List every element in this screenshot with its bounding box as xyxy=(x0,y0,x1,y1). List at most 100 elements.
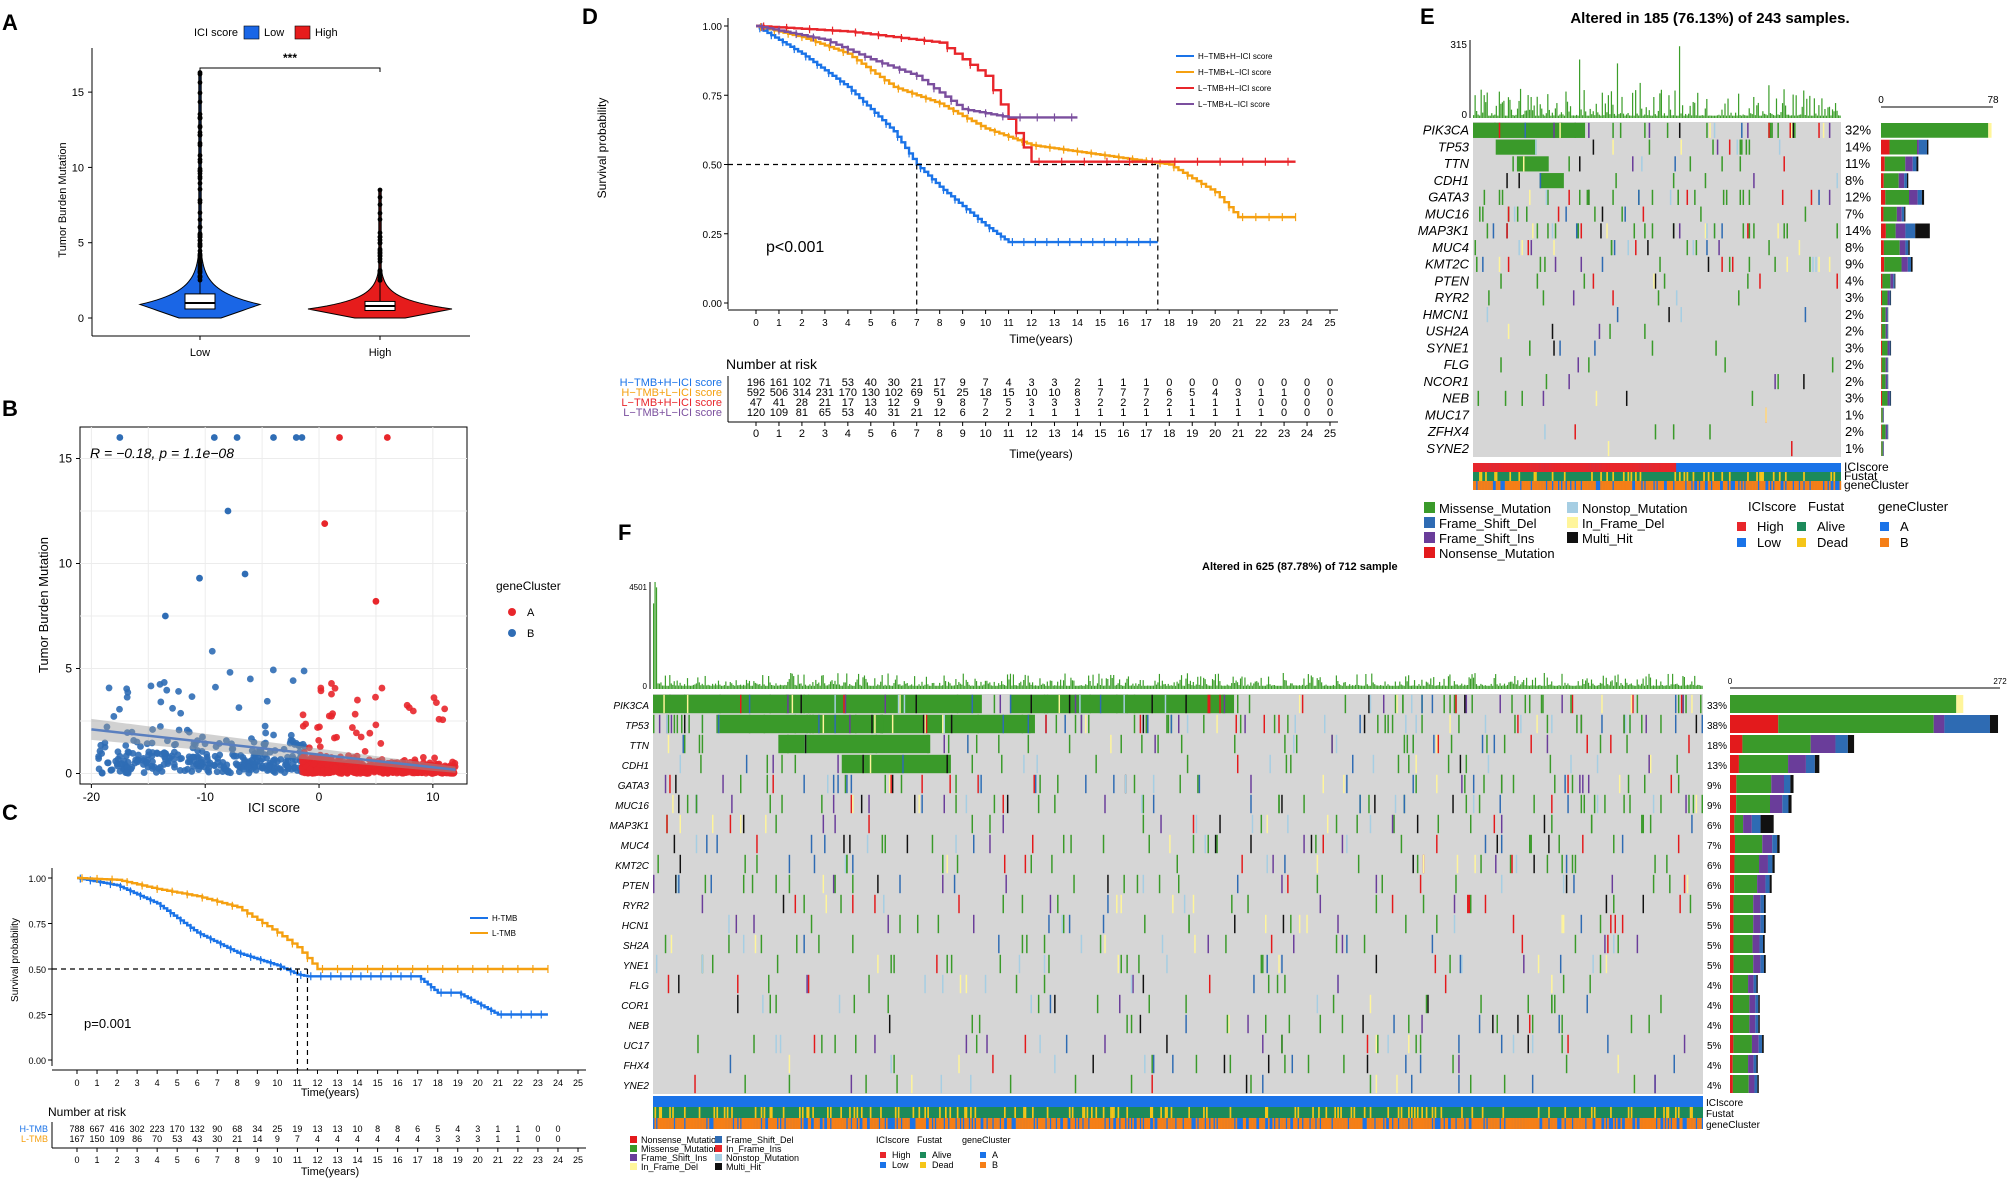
annotation-cell xyxy=(1777,481,1780,490)
gene-bar-segment xyxy=(1883,206,1897,222)
top-bar xyxy=(797,674,799,689)
annotation-cell xyxy=(1263,1118,1266,1129)
risk-count: 17 xyxy=(934,377,946,389)
annotation-cell xyxy=(1759,472,1761,481)
top-bar xyxy=(1641,108,1643,118)
mutation-cell xyxy=(1408,754,1410,774)
annotation-cell xyxy=(770,1107,773,1118)
top-bar xyxy=(1464,684,1466,689)
annotation-cell xyxy=(1203,1107,1205,1118)
annotation-cell xyxy=(1801,481,1804,490)
top-bar xyxy=(1011,685,1013,689)
legend-label-h-tmb: H-TMB xyxy=(492,914,517,923)
outlier-point xyxy=(292,434,300,441)
top-bar xyxy=(862,677,864,689)
top-bar xyxy=(981,685,984,689)
mutation-cell xyxy=(1303,794,1305,814)
mutation-cell xyxy=(1672,424,1675,440)
annotation-cell xyxy=(1645,481,1648,490)
annotation-cell xyxy=(1353,1107,1356,1118)
gene-bar-segment xyxy=(1881,407,1883,423)
top-bar xyxy=(856,679,858,689)
annotation-track-iciscore xyxy=(653,1096,1703,1107)
mutation-cell xyxy=(1415,754,1417,774)
annotation-cell xyxy=(990,1118,993,1129)
top-bar xyxy=(947,681,950,689)
mutation-cell xyxy=(1738,290,1740,306)
annotation-cell xyxy=(1497,481,1499,490)
mutation-cell xyxy=(1836,223,1838,239)
annotation-cell xyxy=(1513,463,1516,472)
mutation-cell xyxy=(1709,424,1711,440)
top-bar xyxy=(1281,685,1283,689)
mutation-cell xyxy=(1557,206,1560,222)
point-b xyxy=(162,755,169,763)
mutation-cell xyxy=(1724,357,1726,373)
annotation-cell xyxy=(1052,1118,1055,1129)
top-bar xyxy=(1546,677,1548,689)
point-b xyxy=(149,765,156,772)
mutation-cell xyxy=(978,774,981,794)
risk-count: 0 xyxy=(1281,377,1287,389)
mutation-cell xyxy=(1039,1034,1041,1054)
top-bar xyxy=(1548,684,1550,689)
point-a xyxy=(441,705,449,713)
gene-bar-segment xyxy=(1917,139,1919,155)
top-bar xyxy=(1077,685,1079,689)
top-bar xyxy=(977,685,979,689)
mutation-cell xyxy=(1455,874,1457,894)
top-bar xyxy=(716,685,718,689)
y-axis-label: Tumor Burden Mutation xyxy=(57,142,69,257)
risk-label-0: H-TMB xyxy=(20,1124,49,1134)
top-bar xyxy=(1635,90,1637,118)
annotation-cell xyxy=(754,1118,757,1129)
annotation-cell xyxy=(768,1118,770,1129)
annotation-cell xyxy=(1750,481,1752,490)
top-bar xyxy=(1489,115,1491,118)
mutation-block xyxy=(653,694,982,714)
top-bar xyxy=(1676,683,1678,689)
top-bar xyxy=(1437,685,1439,689)
mutation-cell xyxy=(999,954,1002,974)
point-a xyxy=(306,766,314,773)
gene-bar-segment xyxy=(1738,755,1789,773)
point-b xyxy=(158,768,166,775)
top-bar xyxy=(787,681,789,689)
mutation-cell xyxy=(1692,794,1695,814)
mutation-cell xyxy=(1287,814,1289,834)
annotation-cell xyxy=(1538,481,1540,490)
mutation-cell xyxy=(1216,714,1218,734)
top-bar xyxy=(1804,114,1806,118)
risk-count: 1 xyxy=(495,1134,500,1144)
outlier-high xyxy=(377,256,383,262)
top-bar xyxy=(1495,105,1497,118)
gene-bar-segment xyxy=(1782,795,1789,813)
annotation-cell xyxy=(1627,1107,1630,1118)
top-bar xyxy=(1273,685,1276,689)
top-bar xyxy=(1455,684,1457,689)
annotation-cell xyxy=(1248,1118,1251,1129)
mutation-cell xyxy=(1551,794,1553,814)
top-bar xyxy=(1446,685,1448,689)
top-bar xyxy=(661,685,664,689)
top-bar xyxy=(1522,114,1525,118)
top-bar xyxy=(1439,681,1441,689)
annotation-cell xyxy=(1535,472,1537,481)
annotation-cell xyxy=(1510,463,1513,472)
risk-count: 30 xyxy=(212,1134,222,1144)
top-bar xyxy=(1151,685,1153,689)
risk-count: 2 xyxy=(1166,397,1172,409)
top-bar xyxy=(1577,115,1579,118)
mutation-cell xyxy=(1477,390,1480,406)
annotation-cell xyxy=(1586,463,1589,472)
mutation-cell xyxy=(1226,1014,1229,1034)
mutation-cell xyxy=(993,794,996,814)
mutation-cell xyxy=(1686,874,1689,894)
mutation-cell xyxy=(959,974,962,994)
annotation-cell xyxy=(977,1118,980,1129)
top-bar xyxy=(1008,679,1010,689)
top-bar xyxy=(1806,98,1808,118)
mutation-cell xyxy=(1452,1054,1454,1074)
top-bar xyxy=(884,684,886,689)
mutation-cell xyxy=(1045,714,1047,734)
